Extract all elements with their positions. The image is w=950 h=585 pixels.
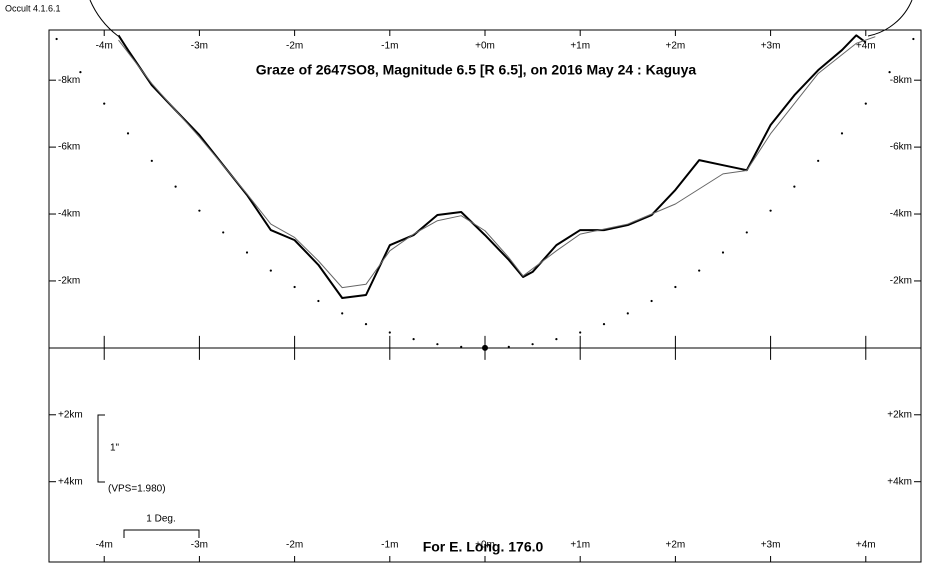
chart-title: Graze of 2647SO8, Magnitude 6.5 [R 6.5],… — [256, 62, 697, 78]
limb-dot — [912, 37, 915, 41]
limb-dot — [317, 299, 320, 303]
y-tick-label: -4km — [58, 209, 80, 220]
x-tick-label: +0m — [475, 41, 495, 52]
y-tick-label: -2km — [58, 276, 80, 287]
x-tick-label: +1m — [570, 41, 590, 52]
app-label: Occult 4.1.6.1 — [5, 3, 61, 13]
limb-dot — [579, 331, 582, 334]
limb-dot — [555, 338, 558, 341]
limb-dot — [436, 343, 439, 346]
x-tick-label: -2m — [286, 41, 303, 52]
limb-dot — [482, 344, 488, 351]
limb-dot — [602, 323, 606, 326]
limb-dot — [626, 312, 629, 315]
limb-dot — [198, 209, 201, 212]
x-tick-label: +3m — [761, 540, 781, 551]
limb-dot — [364, 323, 368, 326]
limb-dot — [293, 285, 296, 289]
annotation: 1" — [110, 443, 120, 454]
x-tick-label: +0m — [475, 540, 495, 551]
limb-dot — [79, 71, 82, 74]
limb-arc — [89, 0, 119, 37]
limb-dot — [341, 312, 344, 315]
x-tick-label: -2m — [286, 540, 303, 551]
y-tick-label: +2km — [887, 409, 912, 420]
limb-dot — [531, 343, 534, 346]
y-tick-label: -8km — [58, 75, 80, 86]
x-tick-label: +1m — [570, 540, 590, 551]
x-tick-label: -4m — [96, 540, 113, 551]
limb-dot — [840, 132, 844, 135]
limb-dot — [817, 159, 820, 162]
annotation: (VPS=1.980) — [108, 484, 166, 495]
limb-dot — [460, 345, 463, 348]
limb-dot — [245, 251, 249, 254]
limb-arc — [867, 0, 913, 37]
x-tick-label: +2m — [666, 540, 686, 551]
annotation: 1 Deg. — [146, 514, 175, 525]
footer: For E. Long. 176.0 — [423, 539, 544, 555]
x-tick-label: -1m — [381, 41, 398, 52]
limb-dot — [698, 269, 701, 272]
y-tick-label: -6km — [890, 142, 912, 153]
limb-dot — [412, 338, 415, 341]
x-tick-label: +3m — [761, 41, 781, 52]
y-tick-label: -2km — [890, 276, 912, 287]
profile-line — [118, 36, 876, 289]
y-tick-label: -8km — [890, 75, 912, 86]
limb-dot — [507, 345, 510, 348]
limb-dot — [674, 285, 677, 289]
limb-dot — [150, 159, 153, 162]
limb-dot — [174, 185, 177, 188]
limb-dot — [103, 102, 106, 105]
x-tick-label: -3m — [191, 41, 208, 52]
y-tick-label: +4km — [887, 476, 912, 487]
y-tick-label: -4km — [890, 209, 912, 220]
limb-dot — [388, 331, 391, 334]
limb-dot — [793, 185, 796, 188]
limb-dot — [769, 209, 772, 212]
limb-dot — [222, 231, 225, 234]
limb-dot — [650, 299, 653, 303]
limb-dot — [269, 269, 272, 272]
x-tick-label: +4m — [856, 540, 876, 551]
x-tick-label: -4m — [96, 41, 113, 52]
y-tick-label: +4km — [58, 476, 83, 487]
limb-dot — [745, 231, 748, 234]
x-tick-label: +2m — [666, 41, 686, 52]
y-tick-label: -6km — [58, 142, 80, 153]
limb-dot — [126, 132, 130, 135]
x-tick-label: -1m — [381, 540, 398, 551]
x-tick-label: -3m — [191, 540, 208, 551]
limb-dot — [888, 71, 891, 74]
x-tick-label: +4m — [856, 41, 876, 52]
limb-dot — [55, 37, 58, 41]
limb-dot — [721, 251, 725, 254]
y-tick-label: +2km — [58, 409, 83, 420]
vertical-scale-bar — [97, 414, 105, 483]
limb-dot — [864, 102, 867, 105]
scale-bars — [97, 414, 200, 538]
horizontal-scale-bar — [123, 529, 200, 538]
